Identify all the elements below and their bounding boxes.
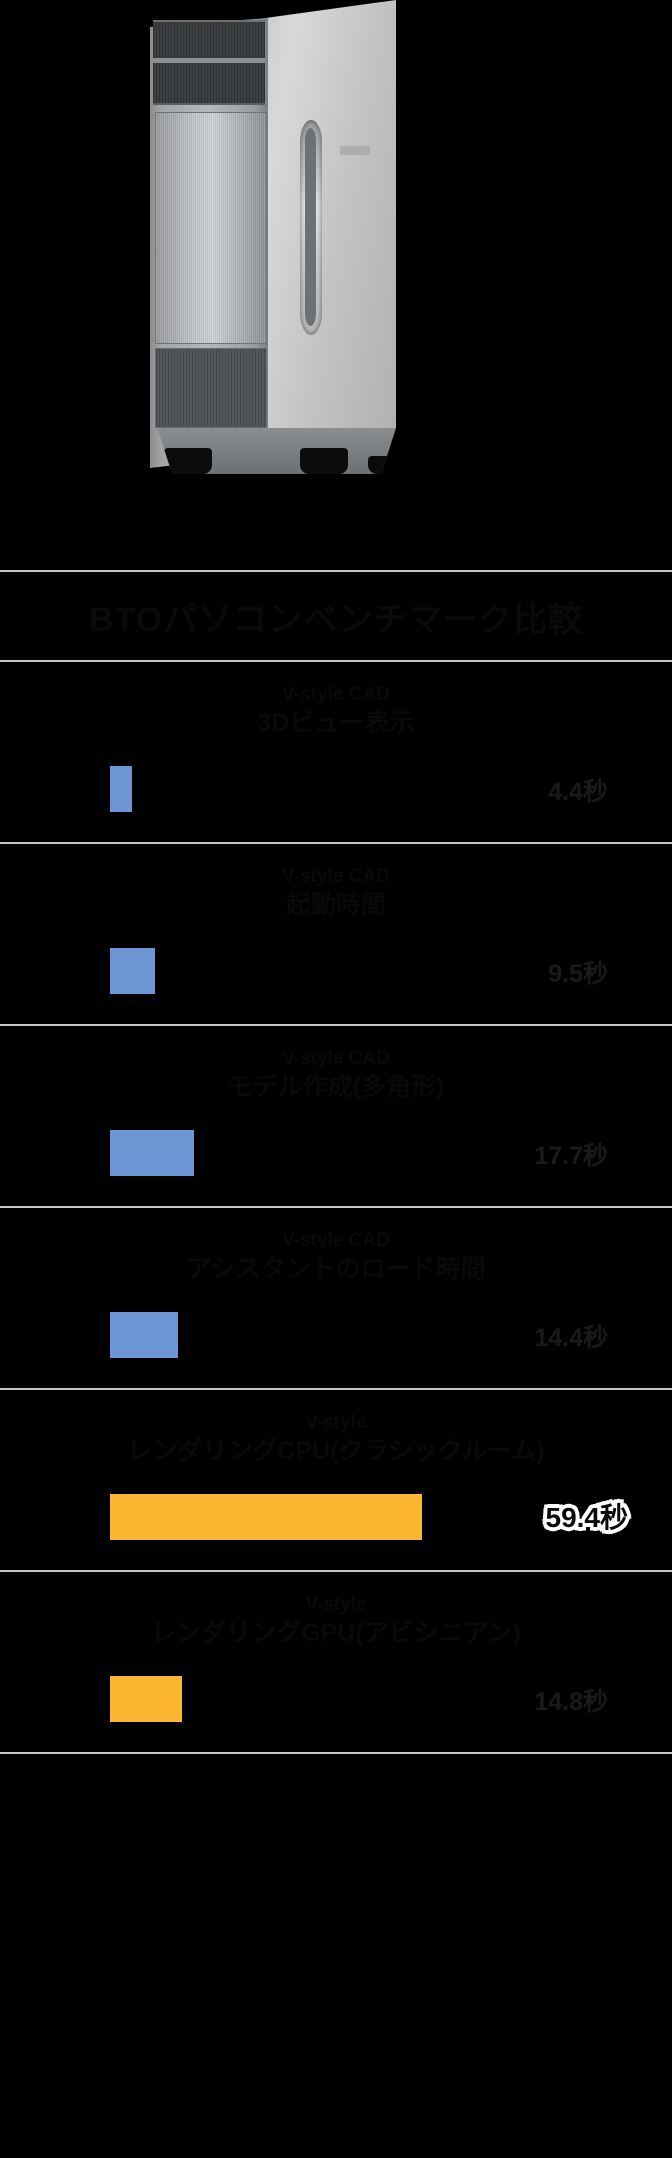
benchmark-value-label-5: 59.4秒: [542, 1499, 631, 1537]
pc-base-pedestal: [157, 428, 396, 474]
product-photo: [0, 0, 672, 570]
benchmark-value-label-3: 17.7秒: [534, 1142, 608, 1171]
pc-foot: [300, 448, 348, 474]
benchmark-bar-3: [110, 1130, 194, 1177]
benchmark-bar-area: 14.8秒: [0, 1668, 672, 1730]
pc-foot: [164, 448, 212, 474]
benchmark-bar-area: 4.4秒: [0, 758, 672, 820]
benchmark-row-label-line1: V-style: [305, 1412, 367, 1434]
divider: [0, 1752, 672, 1755]
benchmark-row-label: V-style CAD モデル作成(多角形): [0, 1046, 672, 1104]
benchmark-row-label: V-style CAD 3Dビュー表示: [0, 682, 672, 740]
divider: [0, 660, 672, 662]
divider: [0, 842, 672, 845]
benchmark-bar-1: [110, 766, 132, 813]
pc-tower-illustration: [150, 0, 410, 530]
benchmark-row-2: V-style CAD 起動時間 9.5秒: [0, 844, 672, 1025]
benchmark-row-label-line1: V-style CAD: [282, 866, 390, 888]
pc-vent-divider: [153, 58, 265, 63]
benchmark-row-label-line1: V-style CAD: [282, 1230, 390, 1252]
pc-handle-slot-inner: [305, 128, 316, 326]
benchmark-row-label-line2: レンダリングCPU(クラシックルーム): [127, 1437, 545, 1466]
benchmark-value-label-2: 9.5秒: [548, 960, 608, 989]
benchmark-row-label: V-style CAD 起動時間: [0, 864, 672, 922]
benchmark-row-label-line2: レンダリングGPU(アビシニアン): [151, 1619, 521, 1648]
pc-brushed-door: [155, 112, 267, 344]
benchmark-row-label-line1: V-style CAD: [282, 1048, 390, 1070]
benchmark-row-4: V-style CAD アシスタントのロード時間 14.4秒: [0, 1208, 672, 1389]
benchmark-row-label-line2: アシスタントのロード時間: [186, 1255, 486, 1284]
pc-brand-badge: [340, 146, 370, 155]
benchmark-bar-2: [110, 948, 155, 995]
pc-bottom-mesh: [155, 348, 267, 428]
benchmark-row-label-line1: V-style: [305, 1594, 367, 1616]
benchmark-bar-4: [110, 1312, 178, 1359]
divider: [0, 1024, 672, 1027]
benchmark-bar-area: 59.4秒: [0, 1486, 672, 1548]
benchmark-row-label-line1: V-style CAD: [282, 684, 390, 705]
divider: [0, 1388, 672, 1391]
divider: [0, 570, 672, 572]
benchmark-row-list: V-style CAD 3Dビュー表示 4.4秒 V-style CAD 起動時…: [0, 662, 672, 1755]
pc-side-panel: [260, 0, 396, 470]
benchmark-value-label-4: 14.4秒: [534, 1324, 608, 1353]
benchmark-bar-area: 14.4秒: [0, 1304, 672, 1366]
divider: [0, 1570, 672, 1573]
benchmark-row-6: V-style レンダリングGPU(アビシニアン) 14.8秒: [0, 1572, 672, 1753]
benchmark-row-label-line2: モデル作成(多角形): [227, 1073, 445, 1102]
benchmark-value-label-1: 4.4秒: [548, 778, 608, 807]
benchmark-row-label: V-style CAD アシスタントのロード時間: [0, 1228, 672, 1286]
benchmark-row-label-line2: 3Dビュー表示: [257, 709, 415, 738]
benchmark-bar-6: [110, 1676, 182, 1723]
benchmark-bar-5: [110, 1494, 422, 1541]
benchmark-bar-area: 9.5秒: [0, 940, 672, 1002]
title-band: BTOパソコンベンチマーク比較: [0, 572, 672, 660]
benchmark-value-label-6: 14.8秒: [534, 1688, 608, 1717]
pc-foot: [368, 456, 396, 474]
page-title: BTOパソコンベンチマーク比較: [88, 600, 584, 639]
benchmark-row-1: V-style CAD 3Dビュー表示 4.4秒: [0, 662, 672, 843]
divider: [0, 1206, 672, 1209]
benchmark-row-5: V-style レンダリングCPU(クラシックルーム) 59.4秒: [0, 1390, 672, 1571]
benchmark-row-label: V-style レンダリングCPU(クラシックルーム): [0, 1410, 672, 1468]
benchmark-row-label-line2: 起動時間: [285, 891, 386, 920]
benchmark-row-label: V-style レンダリングGPU(アビシニアン): [0, 1592, 672, 1650]
benchmark-row-3: V-style CAD モデル作成(多角形) 17.7秒: [0, 1026, 672, 1207]
benchmark-bar-area: 17.7秒: [0, 1122, 672, 1184]
